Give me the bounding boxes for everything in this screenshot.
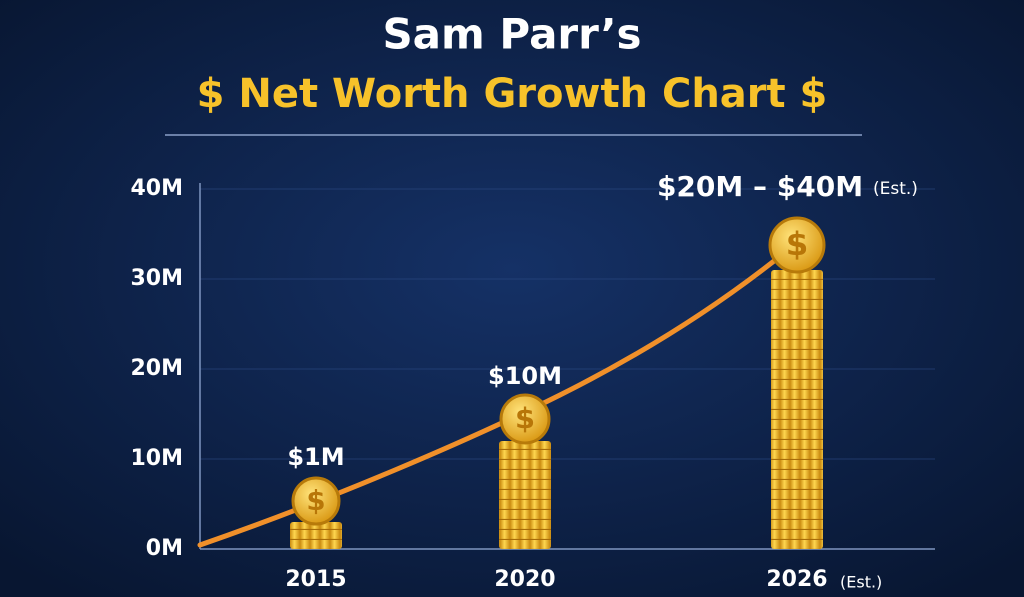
plot: 0M 10M 20M 30M 40M 2015 $ $1M 2020 $ $10M 2026 $ $20M… (130, 170, 935, 592)
annotation: $1M (287, 443, 344, 471)
coin (499, 393, 551, 445)
y-tick-label: 40M (130, 176, 183, 201)
bar (290, 522, 342, 549)
x-tick-label: 2026 (766, 567, 827, 592)
chart-subtitle: $ Net Worth Growth Chart $ (197, 71, 828, 117)
y-tick-label: 30M (130, 266, 183, 291)
bar (771, 270, 823, 549)
y-tick-label: 10M (130, 446, 183, 471)
coin (768, 216, 826, 274)
coin-symbol: $ (786, 225, 809, 263)
coin-symbol: $ (515, 401, 535, 435)
annotation-note: (Est.) (873, 179, 918, 199)
x-tick-note: (Est.) (840, 573, 882, 592)
y-tick-label: 20M (130, 356, 183, 381)
y-tick-label: 0M (146, 536, 183, 561)
annotation: $20M – $40M (657, 170, 863, 203)
annotation: $10M (488, 362, 562, 390)
bar (499, 441, 551, 549)
coin (291, 476, 341, 526)
x-tick-label: 2020 (494, 567, 555, 592)
x-tick-label: 2015 (285, 567, 346, 592)
chart-title: Sam Parr’s (382, 10, 641, 59)
coin-symbol: $ (306, 484, 325, 517)
